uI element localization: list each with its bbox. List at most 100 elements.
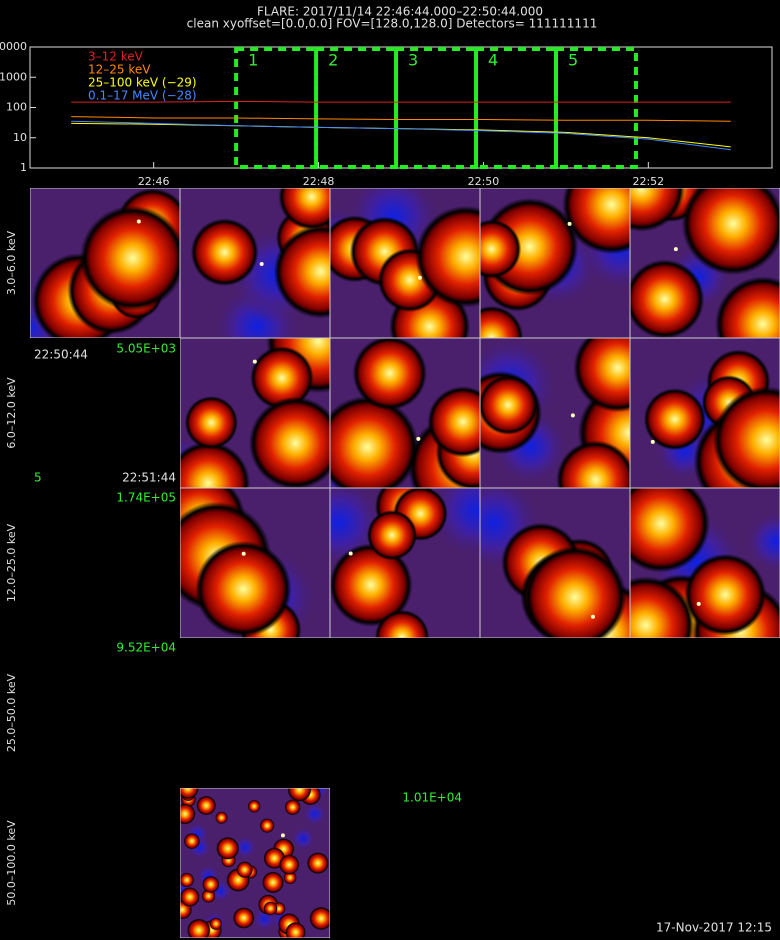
hot-blob xyxy=(195,540,292,638)
hot-blob xyxy=(306,852,329,875)
hot-blob xyxy=(180,441,251,488)
hot-blob xyxy=(183,833,200,850)
y-tick-label: 1 xyxy=(20,161,27,174)
hot-blob xyxy=(284,799,301,816)
legend-entry: 12–25 keV xyxy=(88,63,151,77)
cold-blob xyxy=(233,835,258,860)
hot-blob xyxy=(187,918,211,938)
interval-label: 1 xyxy=(248,51,258,70)
hot-blob xyxy=(232,907,255,929)
subtitle: clean xyoffset=[0.0,0.0] FOV=[128.0,128.… xyxy=(187,17,598,31)
source xyxy=(252,359,257,364)
hot-blob xyxy=(630,259,705,338)
interval-number: 5 xyxy=(34,471,42,485)
source xyxy=(567,221,572,226)
hot-blob xyxy=(209,917,223,931)
source xyxy=(673,247,678,252)
hot-blob xyxy=(250,346,314,410)
image-cell xyxy=(630,188,780,338)
series-line xyxy=(71,120,731,151)
interval-box xyxy=(474,47,558,169)
hot-blob xyxy=(184,396,238,450)
x-tick-label: 22:48 xyxy=(303,175,335,188)
image-cell xyxy=(630,338,780,488)
y-tick-label: 10 xyxy=(13,131,27,144)
interval-box xyxy=(553,47,638,169)
hot-blob xyxy=(180,788,199,800)
cold-blob xyxy=(302,801,327,826)
hot-blob xyxy=(366,510,418,561)
source xyxy=(696,601,701,606)
image-cell xyxy=(180,338,330,488)
hot-blob xyxy=(712,386,780,488)
hot-blob xyxy=(630,188,685,232)
hot-blob xyxy=(643,388,706,451)
hot-blob xyxy=(630,576,695,638)
hot-blob xyxy=(215,811,228,824)
row-label: 50.0–100.0 keV xyxy=(5,820,18,906)
source xyxy=(280,833,285,838)
series-line xyxy=(71,116,731,122)
hot-blob xyxy=(480,375,539,435)
legend-entry: 25–100 keV (−29) xyxy=(88,76,197,90)
hot-blob xyxy=(180,872,195,888)
source xyxy=(590,614,595,619)
hot-blob xyxy=(249,396,330,488)
hot-blob xyxy=(202,875,220,893)
hot-blob xyxy=(714,276,780,338)
cold-blob xyxy=(291,826,316,851)
hot-blob xyxy=(262,871,284,894)
scale-label: 1.01E+04 xyxy=(402,791,462,805)
time-end: 22:51:44 xyxy=(122,471,176,485)
title: FLARE: 2017/11/14 22:46:44.000–22:50:44.… xyxy=(257,5,543,19)
hot-blob xyxy=(79,205,180,311)
hot-blob xyxy=(562,188,630,255)
interval-label: 2 xyxy=(328,51,338,70)
hot-blob xyxy=(573,338,630,413)
source xyxy=(241,551,246,556)
hot-blob xyxy=(278,188,330,230)
hot-blob xyxy=(287,788,312,802)
scale-label: 9.52E+04 xyxy=(116,641,176,655)
hot-blob xyxy=(556,440,630,488)
hot-blob xyxy=(247,799,261,813)
hot-blob xyxy=(216,836,240,860)
hot-blob xyxy=(273,224,330,319)
source xyxy=(417,275,422,280)
source xyxy=(650,439,655,444)
legend-entry: 0.1–17 MeV (−28) xyxy=(88,89,197,103)
hot-blob xyxy=(352,338,427,411)
image-cell xyxy=(480,488,630,638)
image-cell xyxy=(180,788,330,938)
interval-label: 3 xyxy=(408,51,418,70)
hot-blob xyxy=(681,188,780,276)
interval-box xyxy=(314,47,399,169)
hot-blob xyxy=(415,205,480,308)
hot-blob xyxy=(480,305,524,338)
source xyxy=(348,551,353,556)
series-line xyxy=(71,100,731,103)
hot-blob xyxy=(523,545,627,638)
image-cell xyxy=(330,488,480,638)
legend-entry: 3–12 keV xyxy=(88,50,144,64)
y-tick-label: 100 xyxy=(6,101,27,114)
x-tick-label: 22:46 xyxy=(138,175,170,188)
hot-blob xyxy=(263,901,278,916)
interval-label: 5 xyxy=(568,51,578,70)
scale-label: 5.05E+03 xyxy=(116,342,176,356)
hot-blob xyxy=(630,488,711,573)
hot-blob xyxy=(480,219,522,279)
interval-box xyxy=(234,47,319,169)
image-cell xyxy=(630,488,780,638)
source xyxy=(570,413,575,418)
image-cell xyxy=(330,338,480,488)
interval-box xyxy=(394,47,479,169)
image-cell xyxy=(30,188,180,338)
image-cell xyxy=(180,188,330,338)
row-label: 12.0–25.0 keV xyxy=(5,523,18,602)
hot-blob xyxy=(180,803,196,825)
time-start: 22:50:44 xyxy=(34,348,88,362)
source xyxy=(416,436,421,441)
hot-blob xyxy=(330,395,419,488)
